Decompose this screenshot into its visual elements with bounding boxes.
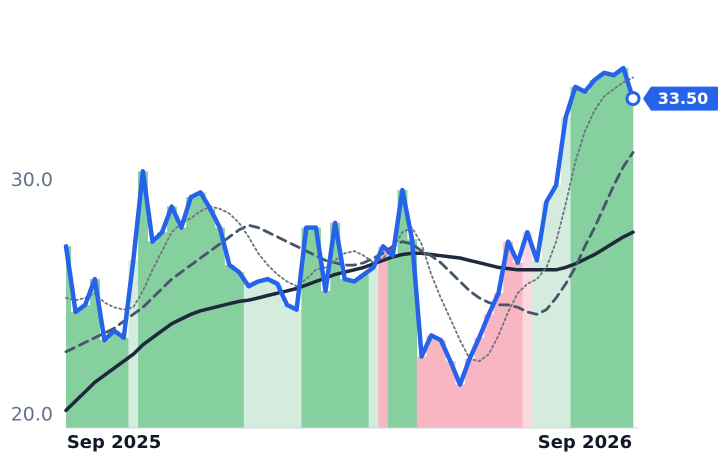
- regime-band: [138, 171, 148, 429]
- regime-band: [166, 206, 177, 428]
- regime-band: [128, 260, 139, 428]
- regime-band: [243, 286, 254, 428]
- regime-band: [532, 260, 543, 428]
- regime-band: [570, 86, 581, 428]
- regime-band: [407, 239, 418, 428]
- regime-band: [493, 293, 504, 428]
- regime-band: [503, 241, 514, 428]
- regime-band: [320, 290, 331, 428]
- regime-band: [522, 232, 533, 428]
- regime-band: [66, 246, 72, 428]
- regime-band: [214, 227, 225, 428]
- series-line: [63, 65, 636, 387]
- regime-band: [147, 241, 158, 428]
- last-point: [625, 91, 641, 107]
- regime-band: [618, 68, 629, 428]
- regime-band: [263, 279, 273, 428]
- regime-band: [378, 246, 389, 428]
- y-tick-label: 30.0: [11, 169, 53, 191]
- regime-band: [397, 190, 408, 428]
- regime-band: [301, 227, 312, 428]
- regime-band: [416, 356, 427, 428]
- regime-band: [387, 255, 398, 428]
- regime-band: [253, 281, 264, 428]
- regime-band: [541, 201, 552, 428]
- regime-band: [99, 340, 110, 428]
- regime-band: [474, 337, 485, 428]
- regime-band: [445, 361, 456, 428]
- regime-band: [224, 265, 235, 428]
- regime-band: [282, 304, 293, 428]
- regime-band: [80, 304, 91, 428]
- regime-band: [330, 222, 341, 428]
- regime-band: [272, 283, 283, 428]
- regime-band: [368, 267, 379, 428]
- regime-band: [359, 274, 370, 428]
- regime-band: [560, 117, 571, 428]
- x-tick-label: Sep 2025: [67, 432, 161, 453]
- regime-band: [551, 185, 562, 428]
- series-line: [64, 230, 635, 413]
- value-label: 33.50: [658, 89, 709, 108]
- regime-band: [339, 279, 350, 428]
- regime-band: [628, 98, 634, 428]
- regime-band: [176, 227, 187, 428]
- regime-band: [234, 272, 245, 428]
- regime-band: [484, 314, 494, 428]
- regime-band: [205, 208, 216, 428]
- badge-shape: [643, 86, 718, 111]
- regime-band: [512, 262, 523, 428]
- regime-band: [90, 279, 100, 428]
- x-tick-label: Sep 2026: [538, 432, 632, 453]
- regime-band: [291, 309, 302, 428]
- regime-band: [70, 311, 81, 428]
- regime-band: [349, 281, 360, 428]
- regime-band: [464, 358, 475, 428]
- regime-band: [311, 227, 321, 428]
- regime-band: [426, 335, 437, 428]
- regime-band: [118, 337, 129, 428]
- last-value-badge: 33.50: [643, 86, 718, 111]
- regime-band: [455, 384, 466, 428]
- regime-band: [435, 340, 446, 428]
- series-line: [64, 151, 635, 354]
- series-line: [65, 76, 634, 363]
- y-tick-label: 20.0: [11, 404, 53, 426]
- regime-band: [608, 75, 619, 428]
- regime-band: [109, 330, 120, 428]
